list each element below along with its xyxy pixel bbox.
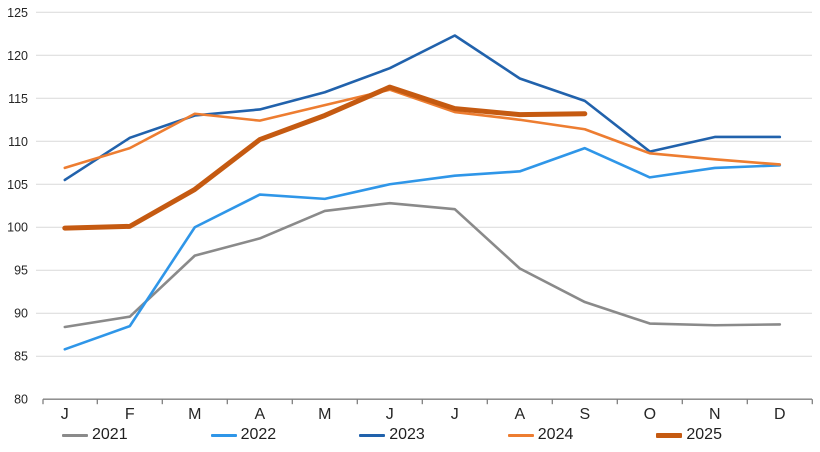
x-axis-month-label: S [579,406,590,423]
legend-swatch-2025 [656,432,683,438]
series-line-2024 [63,88,782,170]
series-line-2021 [63,201,782,329]
x-axis-month-label: J [451,406,459,423]
x-axis-month-label: N [709,406,721,423]
series-line-2022 [63,146,782,351]
x-axis-month-label: A [514,406,525,423]
x-axis-month-label: M [188,406,201,423]
legend-swatch-2022 [210,433,237,437]
y-axis-tick-label: 80 [14,393,28,407]
x-axis-month-label: J [386,406,394,423]
x-axis-month-label: D [774,406,786,423]
series-line-2025 [62,84,588,231]
legend-label: 2022 [240,426,277,443]
legend-swatch-2023 [359,433,386,437]
legend-swatch-2021 [62,433,88,437]
chart-legend: 2021 2022 2023 2024 2025 [62,423,722,447]
x-axis-month-label: J [61,406,69,423]
legend-label: 2023 [389,426,425,443]
x-axis-month-label: A [254,406,265,423]
y-axis-tick-label: 115 [8,92,28,106]
legend-label: 2025 [686,426,722,443]
x-axis-month-label: O [644,406,656,423]
y-axis-tick-label: 120 [7,49,28,63]
y-axis-tick-label: 125 [7,6,28,20]
y-axis-tick-label: 85 [14,350,28,364]
legend-item-2023: 2023 [359,427,425,443]
legend-item-2025: 2025 [656,427,722,443]
x-axis-month-label: F [125,406,135,423]
y-axis-tick-label: 95 [14,264,28,278]
legend-label: 2021 [92,426,128,443]
y-axis-tick-label: 90 [14,307,28,321]
series-line-2023 [63,34,782,182]
y-axis-tick-label: 105 [7,178,28,192]
y-axis-tick-label: 100 [7,221,28,235]
legend-item-2024: 2024 [507,426,574,443]
legend-item-2021: 2021 [62,427,128,443]
legend-item-2022: 2022 [210,426,277,443]
legend-label: 2024 [537,426,574,443]
legend-swatch-2024 [507,433,534,437]
x-axis-month-label: M [318,406,331,423]
y-axis-tick-label: 110 [8,135,28,149]
